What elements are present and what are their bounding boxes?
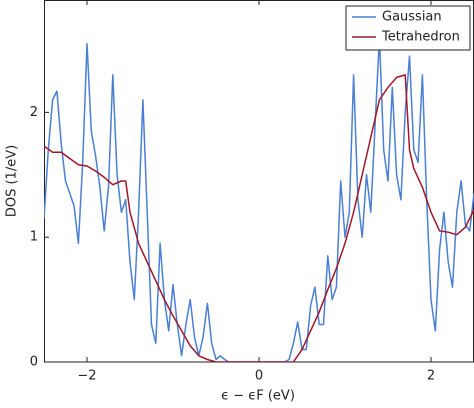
series-line: [44, 74, 474, 362]
legend-box: [345, 5, 471, 51]
legend-label: Tetrahedron: [381, 30, 460, 45]
series-line: [44, 36, 474, 362]
x-tick-label: −2: [77, 369, 96, 384]
x-tick-label: 0: [255, 369, 263, 384]
y-tick-label: 0: [30, 355, 38, 370]
y-tick-label: 1: [30, 230, 38, 245]
y-tick-label: 2: [30, 105, 38, 120]
legend-label: Gaussian: [382, 10, 442, 25]
x-axis-label: ϵ − ϵF (eV): [221, 389, 295, 404]
y-axis-label: DOS (1/eV): [5, 145, 20, 217]
plot-area: [44, 36, 474, 362]
x-tick-label: 2: [427, 369, 435, 384]
